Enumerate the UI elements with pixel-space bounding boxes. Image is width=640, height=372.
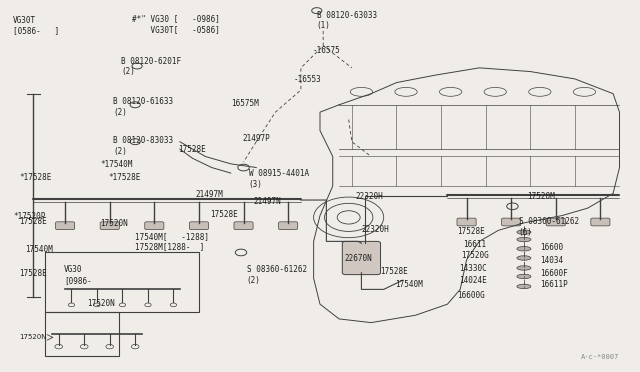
Text: 17528E: 17528E [457,227,484,235]
Text: 16600: 16600 [540,243,563,252]
Text: *17528E: *17528E [19,173,52,182]
Text: 17520N: 17520N [88,299,115,308]
Circle shape [132,63,142,69]
Circle shape [507,203,518,210]
Text: 16575M: 16575M [231,99,259,108]
Text: 22670N: 22670N [344,254,372,263]
Text: VG30
[0986-: VG30 [0986- [64,265,92,285]
Text: 17520G: 17520G [461,251,489,260]
Text: 17540M[   -1288]
17528M[1288-  ]: 17540M[ -1288] 17528M[1288- ] [135,232,209,251]
Circle shape [236,249,246,256]
Text: VG30T
[0586-   ]: VG30T [0586- ] [13,16,59,36]
Text: #*" VG30 [   -0986]
    VG30T[   -0586]: #*" VG30 [ -0986] VG30T[ -0586] [132,14,220,34]
FancyBboxPatch shape [100,222,119,230]
Text: 17520M: 17520M [527,192,555,201]
Text: 21497M: 21497M [196,190,223,199]
Circle shape [312,8,322,13]
Text: 16611P: 16611P [540,280,568,289]
FancyBboxPatch shape [457,218,476,226]
Text: 16600F: 16600F [540,269,568,278]
FancyBboxPatch shape [56,222,75,230]
Text: B 08120-83033
(2): B 08120-83033 (2) [113,136,173,155]
Text: 22320H: 22320H [355,192,383,201]
Text: 21497P: 21497P [243,134,270,143]
Ellipse shape [517,247,531,251]
Ellipse shape [517,284,531,289]
FancyBboxPatch shape [145,222,164,230]
FancyBboxPatch shape [546,218,565,226]
Text: 16600G: 16600G [457,291,484,300]
Bar [45,311,119,356]
FancyBboxPatch shape [591,218,610,226]
FancyBboxPatch shape [502,218,521,226]
Text: S 08360-61262
(2): S 08360-61262 (2) [246,265,307,285]
Text: 17528E: 17528E [19,217,47,227]
Text: 21497N: 21497N [253,197,281,206]
Text: 22320H: 22320H [362,225,389,234]
Text: *17520P: *17520P [13,212,45,221]
Ellipse shape [517,230,531,234]
Text: B 08120-6201F
(2): B 08120-6201F (2) [121,57,181,76]
Text: 14024E: 14024E [459,276,486,285]
Text: W 08915-4401A
(3): W 08915-4401A (3) [248,169,308,189]
Text: -16553: -16553 [293,75,321,84]
Text: 16611: 16611 [463,240,486,248]
Ellipse shape [517,274,531,279]
Ellipse shape [517,266,531,270]
Text: B 08120-61633
(2): B 08120-61633 (2) [113,97,173,117]
Text: 17540M: 17540M [395,280,423,289]
Text: 17540M: 17540M [26,245,53,254]
FancyBboxPatch shape [234,222,253,230]
Text: 17528E: 17528E [179,145,206,154]
FancyBboxPatch shape [189,222,209,230]
Text: 14034: 14034 [540,256,563,265]
Text: 17520N: 17520N [19,334,47,340]
Text: 17520N: 17520N [100,219,128,228]
FancyBboxPatch shape [342,241,381,275]
Ellipse shape [517,256,531,260]
Text: 14330C: 14330C [459,263,486,273]
Ellipse shape [517,237,531,242]
Text: S 08360-61262
(6): S 08360-61262 (6) [519,217,579,237]
Text: 17528E: 17528E [211,210,238,219]
Text: B 08120-63033
(1): B 08120-63033 (1) [317,11,377,30]
Text: *17528E: *17528E [108,173,141,182]
Text: -16575: -16575 [312,46,340,55]
Text: *17540M: *17540M [100,160,132,169]
FancyBboxPatch shape [278,222,298,230]
Text: A·c·*0007: A·c·*0007 [581,353,620,359]
Bar [45,253,199,311]
Circle shape [130,139,140,145]
Text: 17528E: 17528E [381,267,408,276]
Circle shape [130,102,140,108]
Text: 17528E: 17528E [19,269,47,278]
Circle shape [238,164,249,171]
